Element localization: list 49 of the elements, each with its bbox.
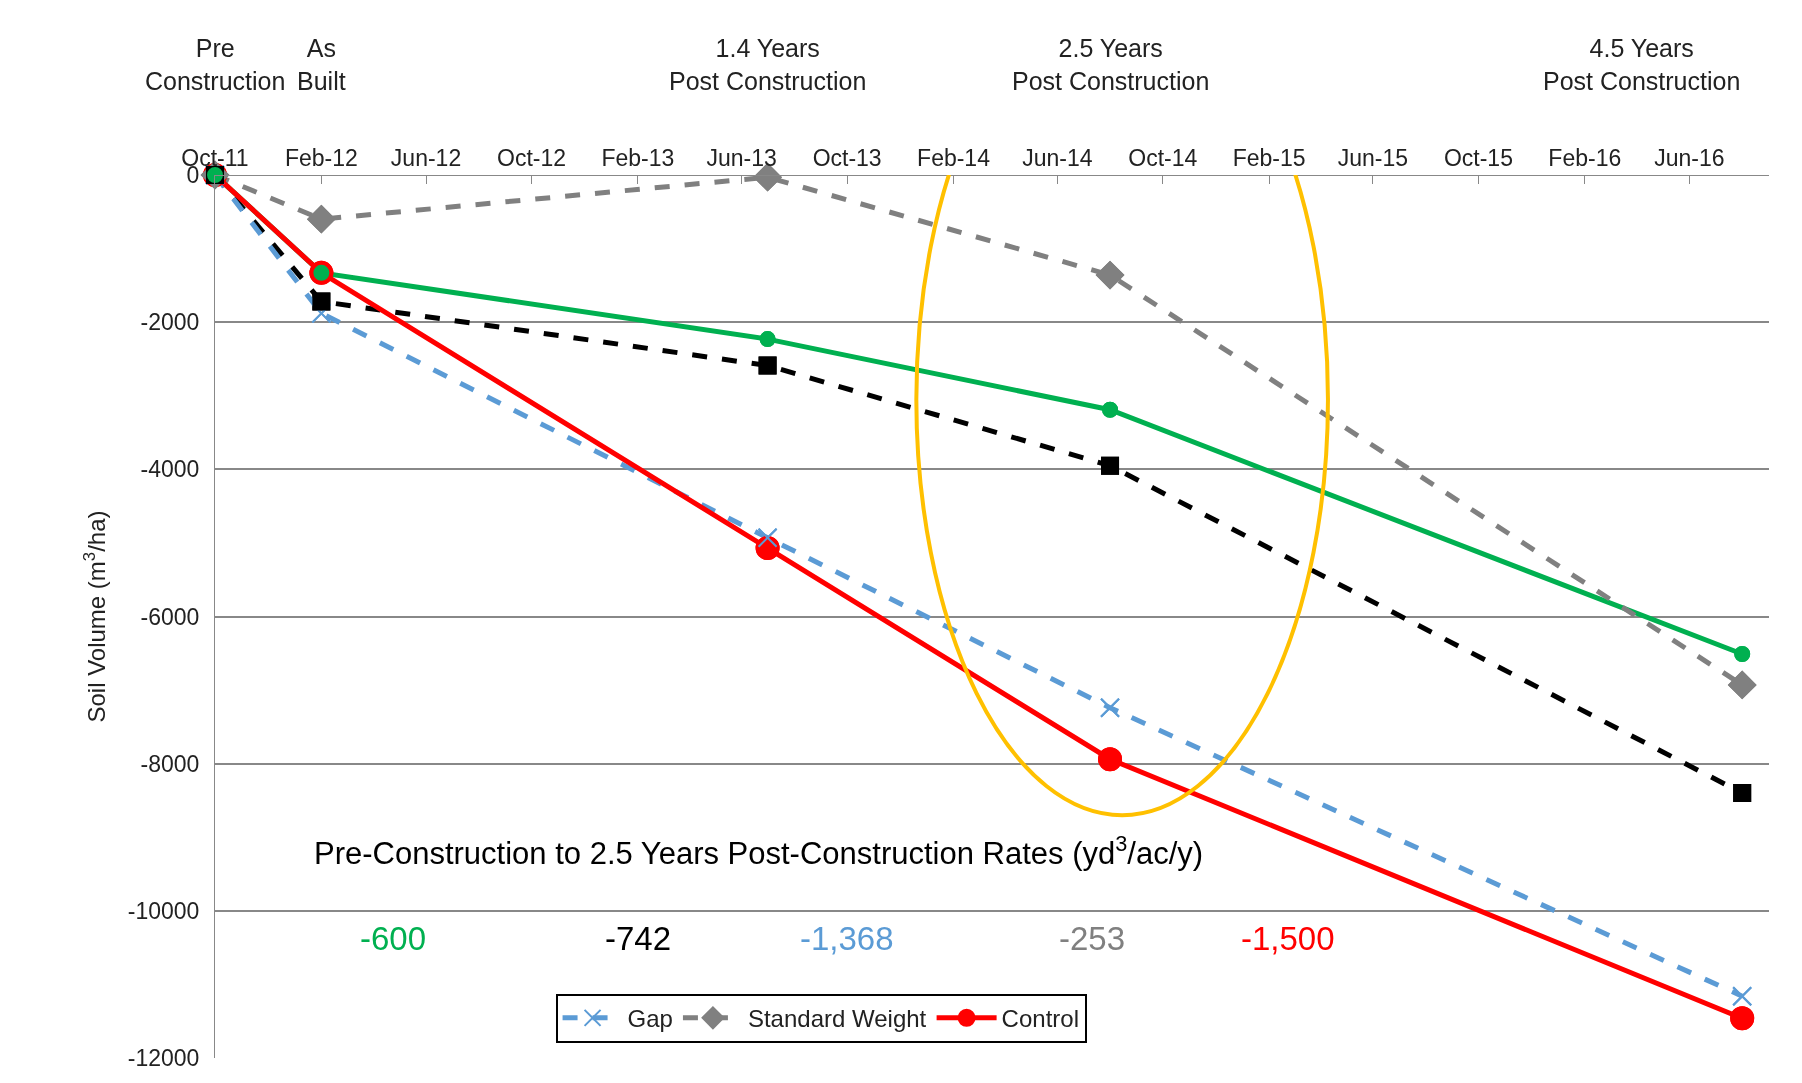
text: As Built bbox=[297, 34, 346, 95]
y-tick-label: -6000 bbox=[140, 603, 200, 630]
x-tick-label: Jun-13 bbox=[706, 144, 777, 171]
annotation: -1,500 bbox=[1241, 920, 1335, 957]
y-tick-label: -8000 bbox=[140, 750, 200, 777]
legend-label: Control bbox=[1001, 1005, 1079, 1033]
x-tick-label: Feb-12 bbox=[284, 144, 358, 171]
point bbox=[1101, 456, 1120, 475]
legend-label: Gap bbox=[627, 1005, 673, 1033]
point bbox=[1732, 986, 1753, 1007]
point bbox=[1098, 747, 1123, 772]
point bbox=[312, 292, 331, 311]
x-tick-label: Oct-13 bbox=[812, 144, 882, 171]
y-tick-label: -2000 bbox=[140, 309, 200, 336]
point bbox=[1733, 784, 1752, 803]
x-tick-label: Feb-14 bbox=[917, 144, 991, 171]
point bbox=[311, 303, 332, 324]
point bbox=[1728, 670, 1757, 699]
point bbox=[1096, 261, 1125, 290]
x-tick-label: Feb-15 bbox=[1232, 144, 1306, 171]
annotation: -742 bbox=[605, 920, 672, 957]
y-tick-label: -12000 bbox=[127, 1045, 200, 1072]
text: 1.4 Years Post Construction bbox=[669, 34, 867, 95]
point bbox=[759, 331, 776, 348]
point bbox=[1730, 1006, 1755, 1031]
annotation: -253 bbox=[1059, 920, 1126, 957]
y-tick-label: -10000 bbox=[127, 897, 200, 924]
annotation: -600 bbox=[360, 920, 427, 957]
annotation: Pre-Construction to 2.5 Years Post-Construction Rates (yd$^{3}$/ac/y) bbox=[314, 831, 1204, 872]
x-tick-label: Jun-16 bbox=[1654, 144, 1725, 171]
x-tick-label: Feb-13 bbox=[601, 144, 675, 171]
point bbox=[1102, 401, 1119, 418]
x-tick-label: Oct-15 bbox=[1443, 144, 1513, 171]
text: Pre Construction bbox=[145, 34, 286, 95]
point bbox=[1100, 697, 1121, 718]
x-tick-label: Feb-16 bbox=[1548, 144, 1622, 171]
annotation: -1,368 bbox=[800, 920, 894, 957]
text: 2.5 Years Post Construction bbox=[1012, 34, 1210, 95]
point bbox=[1734, 646, 1751, 663]
x-tick-label: Jun-12 bbox=[390, 144, 462, 171]
point bbox=[307, 205, 336, 234]
x-tick-label: Jun-15 bbox=[1337, 144, 1409, 171]
legend-label: Standard Weight bbox=[747, 1005, 927, 1033]
x-tick-label: Oct-14 bbox=[1128, 144, 1198, 171]
x-tick-label: Jun-14 bbox=[1022, 144, 1093, 171]
x-tick-label: Oct-12 bbox=[496, 144, 567, 171]
text: 4.5 Years Post Construction bbox=[1543, 34, 1741, 95]
y-tick-label: -4000 bbox=[140, 456, 200, 483]
point bbox=[758, 356, 777, 375]
